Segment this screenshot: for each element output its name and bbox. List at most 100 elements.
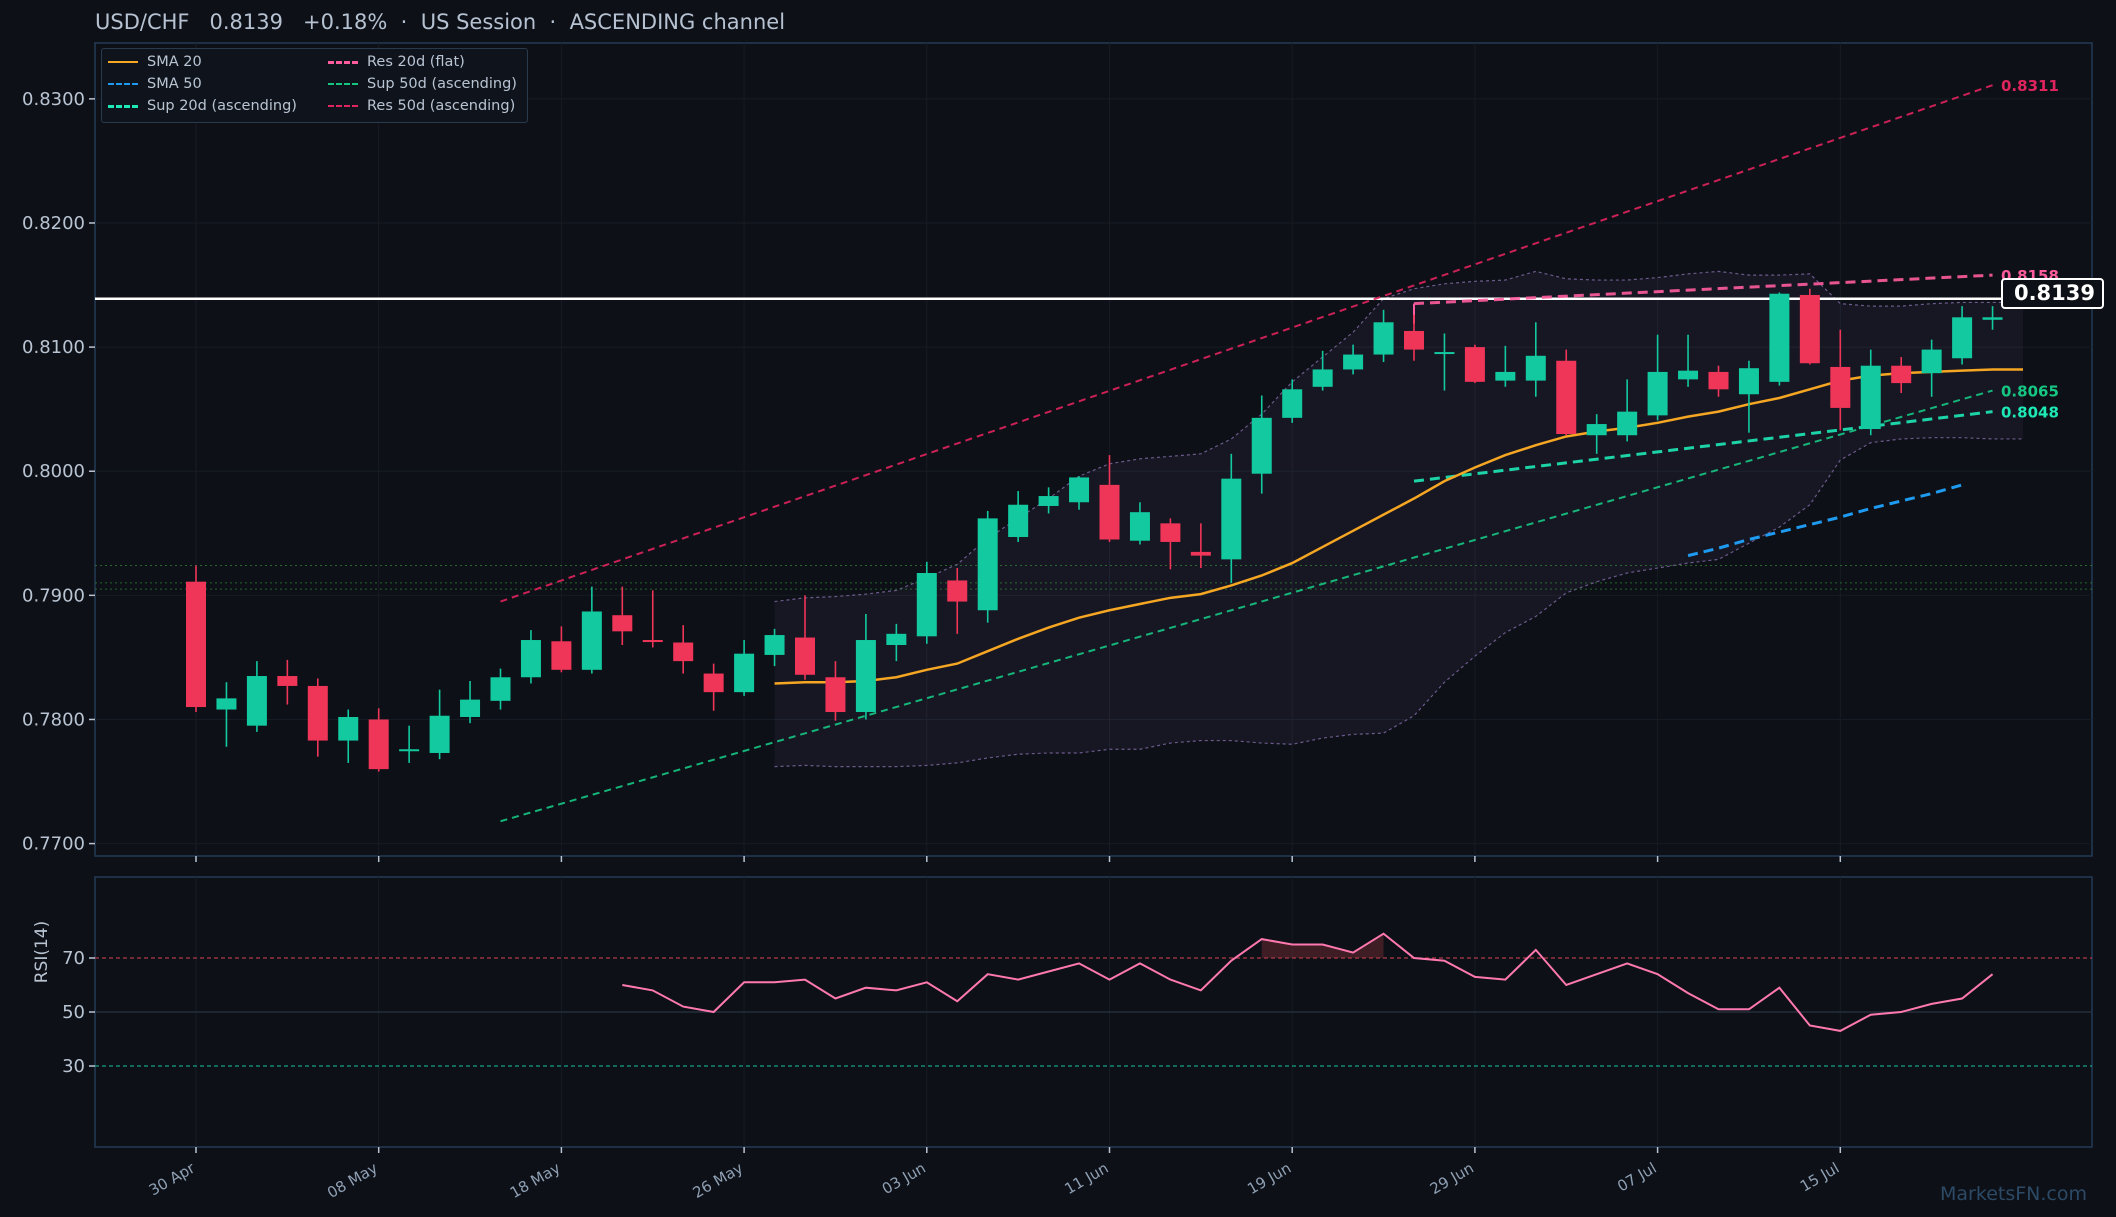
trendline-end-label: 0.8311	[2001, 77, 2059, 95]
candle-body	[795, 637, 815, 675]
candle-body	[1586, 424, 1607, 436]
candle-body	[460, 699, 481, 717]
legend-label: Sup 50d (ascending)	[367, 76, 517, 92]
candle-body	[1221, 478, 1242, 560]
y-tick-label: 0.7900	[22, 585, 85, 606]
candle-body	[186, 581, 206, 708]
candle-body	[307, 685, 328, 741]
candle-body	[551, 641, 572, 670]
candle-body	[947, 580, 968, 602]
trendline	[1413, 410, 1993, 483]
candle-body	[1312, 369, 1333, 387]
legend-item: Sup 50d (ascending)	[328, 76, 517, 92]
rsi-overbought-fill	[1292, 944, 1323, 958]
x-tick-label: 26 May	[690, 1159, 747, 1202]
y-tick-label: 0.8100	[22, 337, 85, 358]
candle-body	[1921, 349, 1942, 374]
x-tick-label: 29 Jun	[1427, 1159, 1477, 1198]
candle-body	[1129, 512, 1150, 541]
legend-swatch	[328, 105, 358, 107]
watermark: MarketsFN.com	[1940, 1183, 2087, 1205]
candle-body	[734, 653, 755, 693]
candle-body	[1160, 523, 1181, 542]
candle-body	[855, 640, 876, 713]
rsi-overbought-fill	[1322, 944, 1354, 958]
trendline	[500, 389, 1993, 823]
legend-item: SMA 50	[108, 76, 202, 92]
candle-body	[1434, 352, 1455, 355]
candle-body	[1769, 293, 1790, 382]
candle-body	[490, 677, 511, 701]
x-tick-label: 07 Jul	[1614, 1159, 1659, 1196]
bollinger-band	[774, 271, 2023, 767]
x-tick-label: 03 Jun	[879, 1159, 929, 1198]
candle-body	[1617, 411, 1638, 436]
candle-body	[1952, 317, 1973, 359]
candle-body	[1678, 370, 1699, 380]
legend-item: SMA 20	[108, 54, 202, 70]
candle-body	[338, 716, 359, 741]
y-tick-label: 0.8000	[22, 461, 85, 482]
chart-legend: SMA 20 Res 20d (flat) SMA 50 Sup 50d (ascen…	[101, 48, 528, 123]
trendline-end-label: 0.8048	[2001, 404, 2059, 422]
legend-label: SMA 20	[147, 54, 202, 70]
x-tick-label: 11 Jun	[1062, 1159, 1112, 1198]
y-tick-label: 0.7800	[22, 709, 85, 730]
candle-body	[581, 611, 602, 670]
rsi-y-tick-label: 50	[62, 1002, 85, 1023]
candle-body	[642, 640, 663, 643]
candle-body	[1343, 354, 1364, 370]
x-tick-label: 30 Apr	[146, 1158, 199, 1199]
candle-body	[703, 673, 724, 693]
main-plot-area	[94, 42, 2093, 857]
rsi-line	[622, 932, 1994, 1032]
candle-body	[1008, 504, 1029, 538]
trendline	[1413, 273, 1993, 306]
legend-item: Res 20d (flat)	[328, 54, 465, 70]
candle-body	[1830, 366, 1851, 408]
candle-body	[1556, 360, 1577, 434]
candle-body	[368, 719, 389, 770]
candle-body	[1282, 389, 1303, 418]
candle-body	[1799, 294, 1820, 364]
candle-body	[1190, 551, 1211, 556]
candle-body	[429, 715, 450, 753]
candle-body	[520, 640, 541, 678]
candle-body	[277, 676, 298, 686]
legend-label: Sup 20d (ascending)	[147, 98, 297, 114]
sma20-line	[774, 368, 2023, 685]
candle-body	[1099, 484, 1120, 540]
x-tick-label: 19 Jun	[1244, 1159, 1294, 1198]
candle-body	[246, 676, 267, 726]
legend-swatch	[328, 83, 358, 85]
legend-label: Res 50d (ascending)	[367, 98, 516, 114]
candle-body	[916, 573, 937, 637]
legend-label: SMA 50	[147, 76, 202, 92]
current-price-tag: 0.8139	[2001, 278, 2104, 309]
candle-body	[1495, 371, 1516, 381]
candle-body	[825, 677, 846, 713]
candle-body	[1708, 371, 1729, 390]
candle-body	[1464, 347, 1485, 382]
y-tick-label: 0.8200	[22, 213, 85, 234]
candle-body	[886, 633, 907, 645]
rsi-y-tick-label: 30	[62, 1056, 85, 1077]
trendline-end-label: 0.8065	[2001, 383, 2059, 401]
candle-body	[1860, 365, 1881, 430]
chart-title: USD/CHF 0.8139 +0.18% · US Session · ASC…	[95, 10, 786, 34]
legend-item: Sup 20d (ascending)	[108, 98, 297, 114]
candle-body	[1738, 368, 1759, 395]
legend-swatch	[328, 60, 358, 64]
candle-body	[1373, 322, 1394, 355]
candle-body	[1404, 330, 1424, 350]
legend-swatch	[108, 104, 138, 108]
legend-label: Res 20d (flat)	[367, 54, 465, 70]
candle-body	[1251, 417, 1272, 474]
candle-body	[1069, 477, 1090, 503]
y-tick-label: 0.7700	[22, 834, 85, 855]
rsi-axis-label: RSI(14)	[32, 921, 52, 984]
candle-body	[1525, 355, 1546, 381]
candle-body	[673, 642, 694, 662]
rsi-y-tick-label: 70	[62, 948, 85, 969]
candle-body	[612, 615, 633, 632]
